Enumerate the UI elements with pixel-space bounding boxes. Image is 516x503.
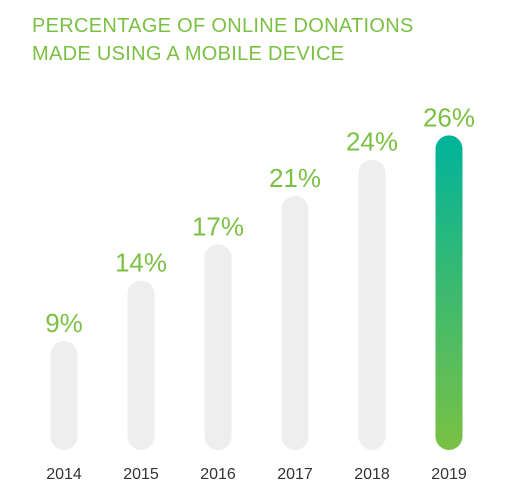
- x-tick-2018: 2018: [354, 466, 390, 483]
- value-label-2014: 9%: [45, 308, 83, 338]
- x-tick-2016: 2016: [200, 466, 236, 483]
- value-label-2015: 14%: [115, 248, 167, 278]
- bars-layer: [50, 135, 463, 450]
- x-axis-ticks: 2014 2015 2016 2017 2018 2019: [46, 466, 467, 483]
- x-tick-2017: 2017: [277, 466, 313, 483]
- bar-2017: [281, 195, 309, 450]
- x-tick-2014: 2014: [46, 466, 82, 483]
- bar-2014: [50, 341, 78, 450]
- chart-title-line-2: MADE USING A MOBILE DEVICE: [32, 43, 345, 65]
- value-labels-layer: 9% 14% 17% 21% 24% 26%: [45, 102, 475, 338]
- chart-title-line-1: PERCENTAGE OF ONLINE DONATIONS: [32, 15, 414, 37]
- bar-2015: [127, 280, 155, 450]
- value-label-2016: 17%: [192, 211, 244, 241]
- bar-2016: [204, 244, 232, 450]
- bar-2018: [358, 159, 386, 450]
- x-tick-2019: 2019: [431, 466, 467, 483]
- value-label-2018: 24%: [346, 127, 398, 157]
- value-label-2019: 26%: [423, 102, 475, 132]
- chart-title: PERCENTAGE OF ONLINE DONATIONS MADE USIN…: [32, 12, 492, 68]
- x-tick-2015: 2015: [123, 466, 159, 483]
- value-label-2017: 21%: [269, 163, 321, 193]
- bar-2019: [435, 135, 463, 450]
